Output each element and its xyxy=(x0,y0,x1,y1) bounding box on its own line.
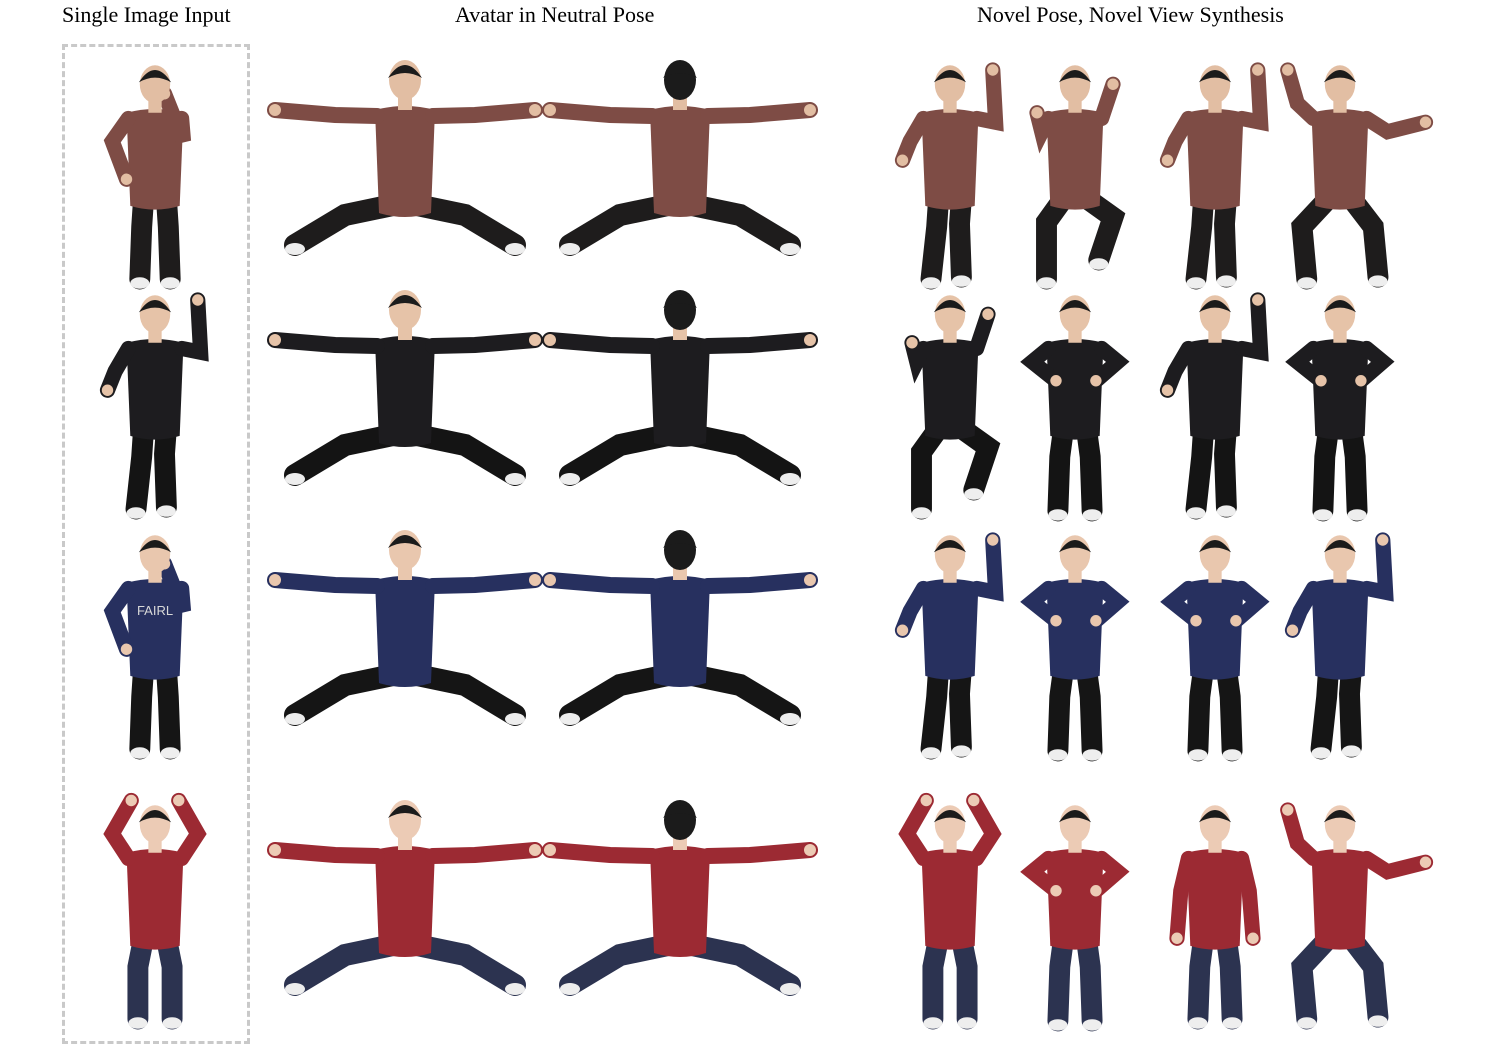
column-header-single-image-input: Single Image Input xyxy=(62,2,231,27)
avatar-figure-r3-c1: FAIRL xyxy=(103,535,192,760)
avatar-figure-r3-c2 xyxy=(267,530,543,726)
column-header-neutral-pose: Avatar in Neutral Pose xyxy=(455,2,655,27)
avatar-figure-r3-c6 xyxy=(1160,535,1270,762)
avatar-figure-r2-c1 xyxy=(99,292,209,520)
avatar-figure-r4-c1 xyxy=(103,792,207,1030)
avatar-figure-r1-c5 xyxy=(1029,65,1126,290)
avatar-figure-r4-c7 xyxy=(1280,802,1434,1030)
avatar-figure-r2-c5 xyxy=(1020,295,1130,522)
column-header-novel-pose: Novel Pose, Novel View Synthesis xyxy=(977,2,1284,27)
avatar-figure-r1-c1 xyxy=(103,65,192,290)
avatar-figure-r4-c6 xyxy=(1169,805,1261,1030)
avatar-figure-r1-c2 xyxy=(267,60,543,256)
avatar-figure-r4-c4 xyxy=(898,792,1002,1030)
shirt-print-text: FAIRL xyxy=(137,603,173,618)
avatar-figure-r4-c2 xyxy=(267,800,543,996)
single-image-input-box xyxy=(62,44,250,1044)
avatar-figure-r1-c3 xyxy=(542,60,818,256)
avatar-figure-r4-c3 xyxy=(542,800,818,996)
avatar-figure-r4-c5 xyxy=(1020,805,1130,1032)
avatar-figure-r1-c6 xyxy=(1159,62,1269,290)
avatar-figure-r1-c7 xyxy=(1280,62,1434,290)
avatar-figure-r3-c5 xyxy=(1020,535,1130,762)
avatar-figure-r2-c7 xyxy=(1285,295,1395,522)
avatar-figure-r2-c2 xyxy=(267,290,543,486)
avatar-figure-r3-c7 xyxy=(1284,532,1394,760)
avatar-figure-r2-c4 xyxy=(904,295,1001,520)
avatar-figure-r2-c3 xyxy=(542,290,818,486)
avatar-figure-r1-c4 xyxy=(894,62,1004,290)
avatar-figure-r3-c3 xyxy=(542,530,818,726)
avatar-figure-r2-c6 xyxy=(1159,292,1269,520)
avatar-figure-r3-c4 xyxy=(894,532,1004,760)
